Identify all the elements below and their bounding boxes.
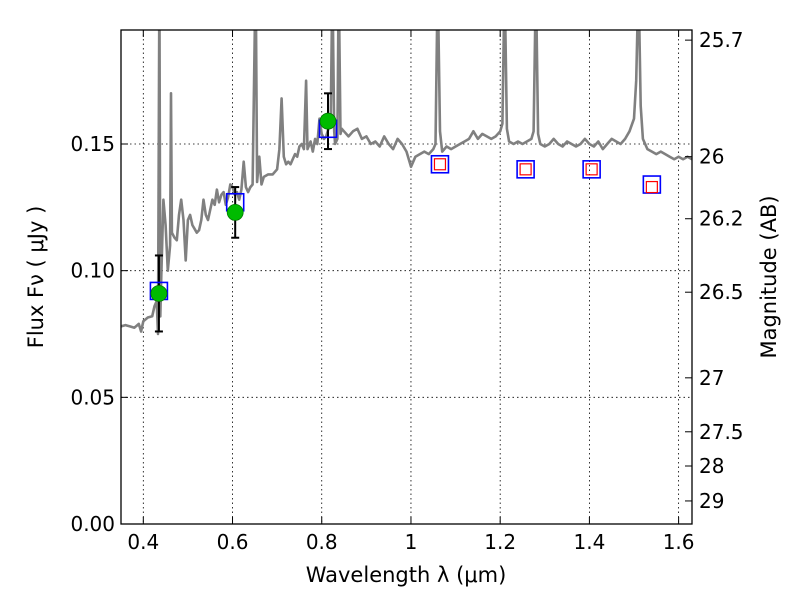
model-photometry-square bbox=[582, 160, 601, 179]
nir-photometry-square bbox=[433, 158, 447, 171]
template-spectrum bbox=[121, 30, 692, 336]
plot-background bbox=[121, 30, 692, 524]
y-axis-label: Flux Fν ( μJy ) bbox=[24, 206, 48, 349]
y-tick-label: 0.05 bbox=[70, 385, 115, 409]
y2-axis-label: Magnitude (AB) bbox=[757, 195, 781, 358]
y-tick-label: 0.00 bbox=[70, 512, 115, 536]
observed-point bbox=[319, 112, 337, 130]
model-photometry-square bbox=[430, 154, 450, 174]
y-tick-label: 0.15 bbox=[70, 132, 115, 156]
y-axis: 0.00 0.05 0.10 0.15 bbox=[70, 132, 128, 536]
y2-tick-label: 29 bbox=[699, 489, 724, 513]
grid-lines bbox=[121, 30, 692, 524]
spectrum-line bbox=[121, 30, 692, 336]
plot-frame bbox=[120, 29, 693, 525]
y2-tick-label: 26 bbox=[699, 145, 724, 169]
y2-tick-label: 25.7 bbox=[699, 28, 744, 52]
y-tick-label: 0.10 bbox=[70, 259, 115, 283]
observed-point bbox=[226, 203, 244, 221]
x-axis-label: Wavelength λ (μm) bbox=[306, 563, 507, 587]
nir-photometry-square bbox=[585, 163, 598, 176]
y2-axis: 25.7 26 26.2 26.5 27 27.5 28 29 bbox=[685, 28, 744, 513]
photometry-markers bbox=[149, 112, 662, 302]
x-tick-label: 1.6 bbox=[663, 530, 695, 554]
x-tick-label: 1 bbox=[405, 530, 418, 554]
y2-tick-label: 27 bbox=[699, 366, 724, 390]
x-tick-label: 0.6 bbox=[217, 530, 249, 554]
model-photometry-square bbox=[516, 160, 535, 179]
nir-photometry-square bbox=[519, 163, 532, 176]
observed-point bbox=[150, 285, 168, 302]
nir-photometry-square bbox=[645, 180, 658, 194]
y2-tick-label: 27.5 bbox=[699, 420, 744, 444]
x-tick-label: 1.2 bbox=[484, 530, 516, 554]
y2-tick-label: 28 bbox=[699, 454, 724, 478]
x-axis: 0.4 0.6 0.8 1 1.2 1.4 1.6 bbox=[127, 30, 695, 554]
y2-tick-label: 26.5 bbox=[699, 280, 744, 304]
x-tick-label: 1.4 bbox=[573, 530, 605, 554]
y2-tick-label: 26.2 bbox=[699, 207, 744, 231]
x-tick-label: 0.8 bbox=[306, 530, 338, 554]
x-tick-label: 0.4 bbox=[127, 530, 159, 554]
